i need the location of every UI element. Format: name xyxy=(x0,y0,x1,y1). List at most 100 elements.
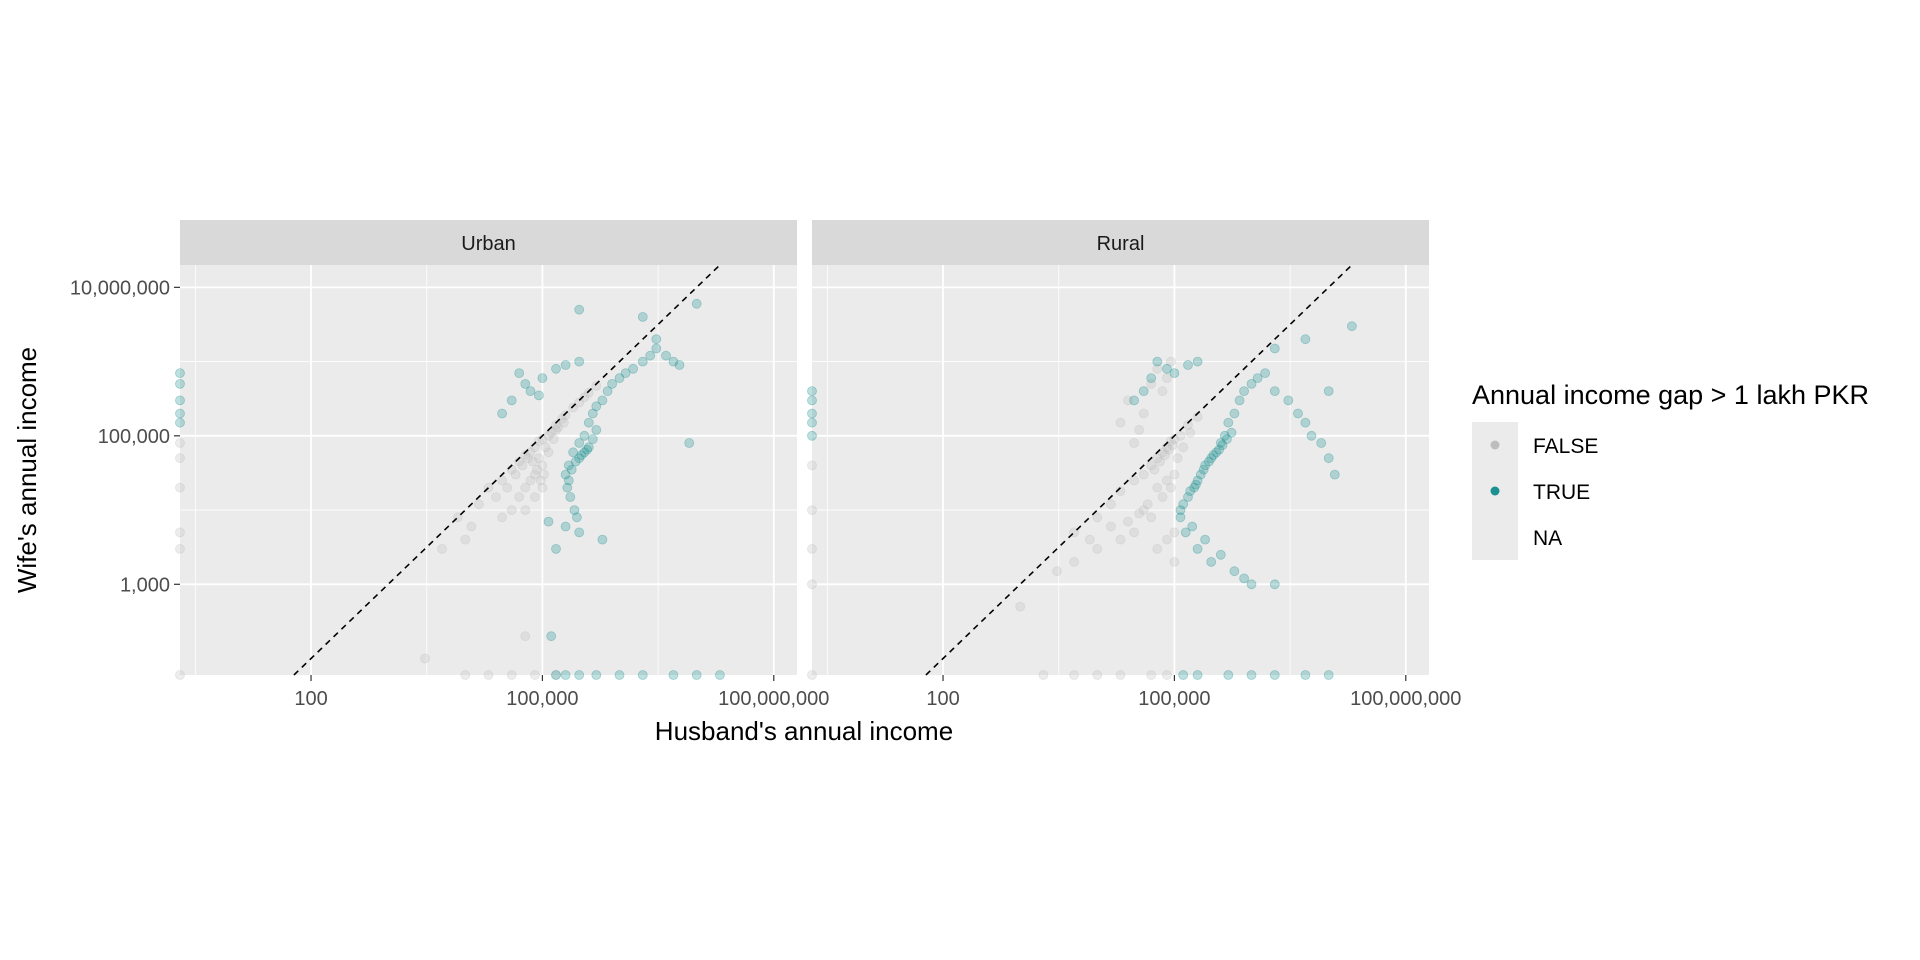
data-point-true xyxy=(568,447,578,458)
data-point-true xyxy=(628,363,638,374)
data-point-true xyxy=(572,512,582,523)
legend-label-false: FALSE xyxy=(1533,435,1598,458)
x-tick-label: 100,000,000 xyxy=(1350,688,1461,710)
data-point-false xyxy=(551,424,561,435)
x-tick-label: 100,000 xyxy=(1138,688,1210,710)
data-point-false xyxy=(175,482,185,493)
data-point-false xyxy=(502,482,513,493)
data-point-true xyxy=(1229,408,1240,419)
data-point-true xyxy=(1200,460,1210,471)
strip-rural-background xyxy=(812,220,1429,265)
data-point-true xyxy=(1269,670,1280,680)
legend-marker-true xyxy=(1490,486,1500,496)
data-point-true xyxy=(546,631,557,642)
data-point-true xyxy=(1223,670,1234,680)
data-point-false xyxy=(1166,482,1176,493)
data-point-false xyxy=(1152,482,1163,493)
data-point-true xyxy=(1269,386,1280,397)
data-point-false xyxy=(1115,417,1126,428)
data-point-false xyxy=(539,469,549,480)
data-point-true xyxy=(684,438,695,448)
y-tick-label: 100,000 xyxy=(98,426,170,448)
panel-urban-points xyxy=(175,298,725,680)
data-point-true xyxy=(1175,505,1186,516)
data-point-true xyxy=(1234,395,1245,406)
data-point-true xyxy=(583,442,594,453)
data-point-false xyxy=(530,670,540,680)
data-point-true xyxy=(520,378,531,389)
data-point-false xyxy=(506,670,517,680)
data-point-true xyxy=(1269,579,1280,590)
data-point-false xyxy=(1157,492,1168,502)
data-point-false xyxy=(535,475,546,486)
data-point-false xyxy=(1146,378,1157,389)
data-point-true xyxy=(1226,427,1237,438)
data-point-false xyxy=(520,450,531,461)
data-point-true xyxy=(591,670,602,680)
data-point-true xyxy=(1323,670,1334,680)
legend-label-true: TRUE xyxy=(1533,481,1590,504)
data-point-false xyxy=(1146,670,1157,680)
data-point-true xyxy=(651,334,662,345)
data-point-true xyxy=(645,350,656,361)
data-point-false xyxy=(1138,408,1149,419)
data-point-true xyxy=(807,430,817,441)
data-point-false xyxy=(1185,427,1196,438)
data-point-false xyxy=(553,422,564,433)
data-point-true xyxy=(574,670,585,680)
data-point-false xyxy=(460,534,471,545)
data-point-false xyxy=(497,475,508,486)
data-point-true xyxy=(1146,373,1157,384)
data-point-false xyxy=(1038,670,1049,680)
data-point-false xyxy=(510,469,521,480)
data-point-true xyxy=(1260,368,1270,379)
data-point-false xyxy=(520,505,531,516)
y-axis-title: Wife's annual income xyxy=(12,347,42,593)
data-point-false xyxy=(1183,420,1193,430)
data-point-true xyxy=(1192,670,1203,680)
data-point-true xyxy=(563,475,574,486)
data-point-false xyxy=(534,453,544,464)
data-point-false xyxy=(175,527,185,538)
data-point-true xyxy=(1214,444,1224,455)
data-point-true xyxy=(560,670,571,680)
data-point-false xyxy=(543,447,554,458)
data-point-true xyxy=(1300,334,1311,345)
x-tick-label: 100,000,000 xyxy=(718,688,829,710)
data-point-true xyxy=(1204,456,1214,467)
data-point-true xyxy=(637,311,648,322)
data-point-false xyxy=(583,387,594,398)
data-point-true xyxy=(1219,430,1230,441)
data-point-false xyxy=(473,499,484,510)
data-point-false xyxy=(1149,464,1160,475)
data-point-true xyxy=(1183,360,1193,370)
data-point-false xyxy=(1115,534,1126,545)
data-point-true xyxy=(1217,440,1228,451)
data-point-true xyxy=(620,368,631,379)
data-point-true xyxy=(574,453,585,464)
data-point-false xyxy=(175,670,185,680)
data-point-false xyxy=(1106,521,1116,532)
legend: Annual income gap > 1 lakh PKR FALSE TRU… xyxy=(1472,380,1869,560)
data-point-false xyxy=(551,670,561,680)
y-tick-label: 10,000,000 xyxy=(70,277,170,299)
data-point-true xyxy=(1208,450,1219,461)
data-point-true xyxy=(614,373,625,384)
data-point-true xyxy=(560,521,571,532)
data-point-true xyxy=(1252,373,1263,384)
data-point-false xyxy=(497,512,508,523)
data-point-true xyxy=(566,464,577,475)
data-point-true xyxy=(551,670,561,680)
data-point-false xyxy=(1169,469,1180,480)
data-point-true xyxy=(1162,363,1172,374)
data-point-false xyxy=(532,464,542,475)
data-point-false xyxy=(1162,534,1172,545)
data-point-false xyxy=(437,544,448,554)
data-point-false xyxy=(1162,373,1172,384)
data-point-false xyxy=(527,456,538,467)
data-point-false xyxy=(1084,534,1095,545)
data-point-false xyxy=(1052,566,1062,577)
data-point-true xyxy=(651,343,662,354)
data-point-false xyxy=(551,420,561,430)
